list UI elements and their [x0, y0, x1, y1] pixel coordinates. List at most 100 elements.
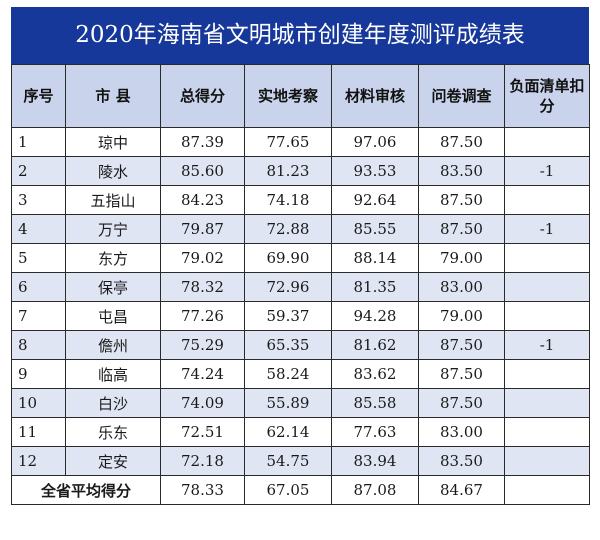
cell-deduct [504, 185, 590, 215]
cell-deduct [504, 446, 590, 476]
cell-total: 79.87 [160, 214, 245, 244]
cell-no: 4 [11, 214, 66, 244]
score-table-container: 2020年海南省文明城市创建年度测评成绩表 序号 市 县 总得分 实地考察 材料… [11, 7, 590, 534]
table-row: 7 屯昌 77.26 59.37 94.28 79.00 [11, 301, 590, 331]
table-row: 11 乐东 72.51 62.14 77.63 83.00 [11, 417, 590, 447]
cell-field: 58.24 [244, 359, 332, 389]
cell-city: 五指山 [65, 185, 161, 215]
cell-total: 77.26 [160, 301, 245, 331]
average-survey: 84.67 [418, 475, 505, 505]
cell-city: 屯昌 [65, 301, 161, 331]
cell-no: 3 [11, 185, 66, 215]
cell-field: 74.18 [244, 185, 332, 215]
cell-material: 85.55 [331, 214, 419, 244]
cell-survey: 87.50 [418, 185, 505, 215]
table-row: 1 琼中 87.39 77.65 97.06 87.50 [11, 127, 590, 157]
cell-total: 75.29 [160, 330, 245, 360]
header-no: 序号 [11, 64, 66, 128]
cell-no: 9 [11, 359, 66, 389]
average-field: 67.05 [244, 475, 332, 505]
cell-total: 74.24 [160, 359, 245, 389]
cell-field: 62.14 [244, 417, 332, 447]
cell-deduct: -1 [504, 214, 590, 244]
cell-survey: 79.00 [418, 301, 505, 331]
cell-deduct [504, 243, 590, 273]
cell-material: 77.63 [331, 417, 419, 447]
average-label: 全省平均得分 [11, 475, 161, 505]
cell-field: 77.65 [244, 127, 332, 157]
cell-city: 东方 [65, 243, 161, 273]
cell-survey: 79.00 [418, 243, 505, 273]
cell-material: 92.64 [331, 185, 419, 215]
header-city: 市 县 [65, 64, 161, 128]
cell-city: 白沙 [65, 388, 161, 418]
cell-total: 79.02 [160, 243, 245, 273]
cell-deduct [504, 301, 590, 331]
cell-deduct [504, 359, 590, 389]
header-deduct: 负面清单扣分 [504, 64, 590, 128]
cell-total: 72.18 [160, 446, 245, 476]
score-table: 序号 市 县 总得分 实地考察 材料审核 问卷调查 负面清单扣分 1 琼中 87… [11, 64, 590, 505]
cell-no: 8 [11, 330, 66, 360]
cell-no: 10 [11, 388, 66, 418]
cell-material: 97.06 [331, 127, 419, 157]
cell-deduct [504, 272, 590, 302]
cell-total: 78.32 [160, 272, 245, 302]
table-title: 2020年海南省文明城市创建年度测评成绩表 [11, 7, 589, 64]
cell-no: 1 [11, 127, 66, 157]
cell-survey: 83.00 [418, 417, 505, 447]
cell-field: 65.35 [244, 330, 332, 360]
cell-total: 85.60 [160, 156, 245, 186]
cell-total: 74.09 [160, 388, 245, 418]
cell-no: 6 [11, 272, 66, 302]
cell-no: 11 [11, 417, 66, 447]
table-row: 8 儋州 75.29 65.35 81.62 87.50 -1 [11, 330, 590, 360]
table-row: 5 东方 79.02 69.90 88.14 79.00 [11, 243, 590, 273]
cell-deduct: -1 [504, 156, 590, 186]
cell-survey: 83.00 [418, 272, 505, 302]
cell-total: 84.23 [160, 185, 245, 215]
cell-city: 儋州 [65, 330, 161, 360]
cell-field: 55.89 [244, 388, 332, 418]
cell-survey: 87.50 [418, 214, 505, 244]
cell-total: 87.39 [160, 127, 245, 157]
cell-field: 81.23 [244, 156, 332, 186]
header-survey: 问卷调查 [418, 64, 505, 128]
cell-field: 69.90 [244, 243, 332, 273]
cell-city: 琼中 [65, 127, 161, 157]
cell-material: 83.94 [331, 446, 419, 476]
cell-material: 94.28 [331, 301, 419, 331]
cell-deduct: -1 [504, 330, 590, 360]
cell-no: 12 [11, 446, 66, 476]
table-row: 2 陵水 85.60 81.23 93.53 83.50 -1 [11, 156, 590, 186]
cell-city: 陵水 [65, 156, 161, 186]
cell-field: 72.88 [244, 214, 332, 244]
cell-no: 2 [11, 156, 66, 186]
cell-city: 保亭 [65, 272, 161, 302]
cell-material: 85.58 [331, 388, 419, 418]
cell-field: 72.96 [244, 272, 332, 302]
average-total: 78.33 [160, 475, 245, 505]
header-row: 序号 市 县 总得分 实地考察 材料审核 问卷调查 负面清单扣分 [11, 64, 590, 128]
average-row: 全省平均得分 78.33 67.05 87.08 84.67 [11, 475, 590, 505]
cell-city: 万宁 [65, 214, 161, 244]
cell-material: 81.35 [331, 272, 419, 302]
cell-survey: 87.50 [418, 388, 505, 418]
cell-field: 54.75 [244, 446, 332, 476]
table-row: 10 白沙 74.09 55.89 85.58 87.50 [11, 388, 590, 418]
table-body: 1 琼中 87.39 77.65 97.06 87.50 2 陵水 85.60 … [11, 127, 590, 505]
cell-total: 72.51 [160, 417, 245, 447]
average-material: 87.08 [331, 475, 419, 505]
cell-material: 83.62 [331, 359, 419, 389]
cell-survey: 83.50 [418, 156, 505, 186]
table-row: 6 保亭 78.32 72.96 81.35 83.00 [11, 272, 590, 302]
cell-no: 7 [11, 301, 66, 331]
cell-deduct [504, 417, 590, 447]
cell-survey: 87.50 [418, 359, 505, 389]
table-row: 12 定安 72.18 54.75 83.94 83.50 [11, 446, 590, 476]
header-total: 总得分 [160, 64, 245, 128]
table-row: 4 万宁 79.87 72.88 85.55 87.50 -1 [11, 214, 590, 244]
cell-survey: 87.50 [418, 127, 505, 157]
table-row: 9 临高 74.24 58.24 83.62 87.50 [11, 359, 590, 389]
cell-city: 定安 [65, 446, 161, 476]
